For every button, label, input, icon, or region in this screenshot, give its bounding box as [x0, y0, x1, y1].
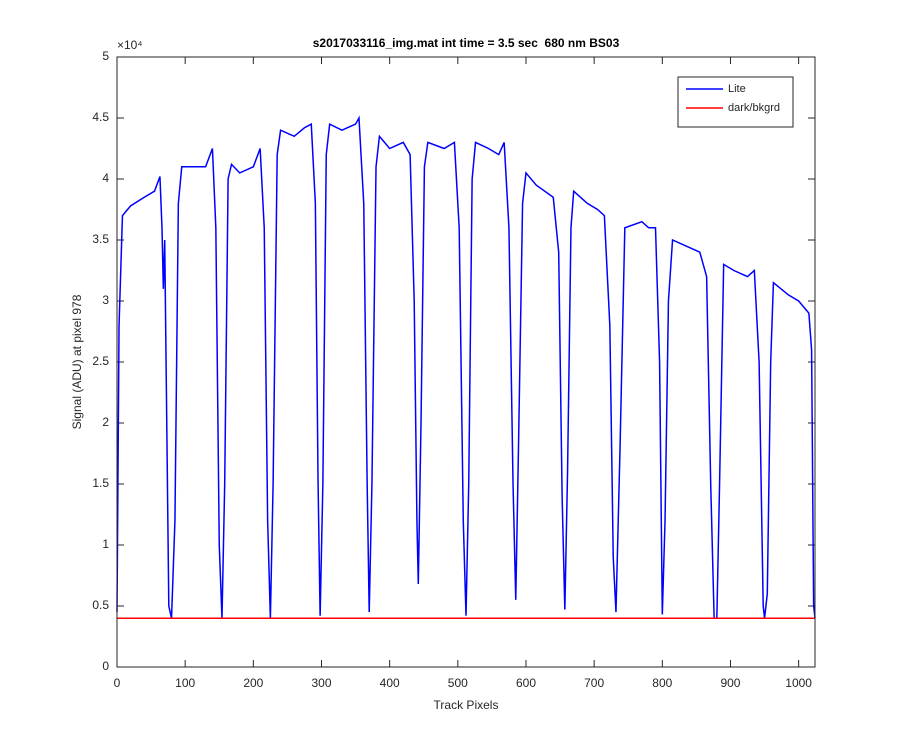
y-tick-label: 0.5 — [92, 598, 109, 612]
y-tick-label: 5 — [102, 49, 109, 63]
y-tick-label: 0 — [102, 659, 109, 673]
x-tick-label: 100 — [175, 676, 195, 690]
x-tick-label: 0 — [114, 676, 121, 690]
y-axis-label: Signal (ADU) at pixel 978 — [70, 294, 84, 429]
legend-box — [677, 76, 794, 128]
y-tick-label: 1 — [102, 537, 109, 551]
x-axis-label: Track Pixels — [434, 698, 499, 712]
plot-area — [117, 57, 815, 667]
legend-label: dark/bkgrd — [728, 102, 780, 114]
y-tick-label: 2.5 — [92, 354, 109, 368]
y-tick-label: 2 — [102, 415, 109, 429]
x-tick-label: 600 — [516, 676, 536, 690]
legend-label: Lite — [728, 83, 746, 95]
y-tick-label: 1.5 — [92, 476, 109, 490]
x-tick-label: 700 — [584, 676, 604, 690]
x-tick-label: 300 — [311, 676, 331, 690]
axes-box — [116, 56, 816, 668]
y-tick-label: 4.5 — [92, 110, 109, 124]
y-exponent: ×10⁴ — [117, 38, 143, 52]
chart-title: s2017033116_img.mat int time = 3.5 sec 6… — [313, 36, 620, 50]
y-tick-label: 3.5 — [92, 232, 109, 246]
x-tick-label: 900 — [720, 676, 740, 690]
x-tick-label: 500 — [448, 676, 468, 690]
y-tick-label: 4 — [102, 171, 109, 185]
y-tick-label: 3 — [102, 293, 109, 307]
x-tick-label: 400 — [380, 676, 400, 690]
x-tick-label: 1000 — [785, 676, 812, 690]
x-tick-label: 800 — [652, 676, 672, 690]
x-tick-label: 200 — [243, 676, 263, 690]
series-line — [116, 115, 816, 619]
